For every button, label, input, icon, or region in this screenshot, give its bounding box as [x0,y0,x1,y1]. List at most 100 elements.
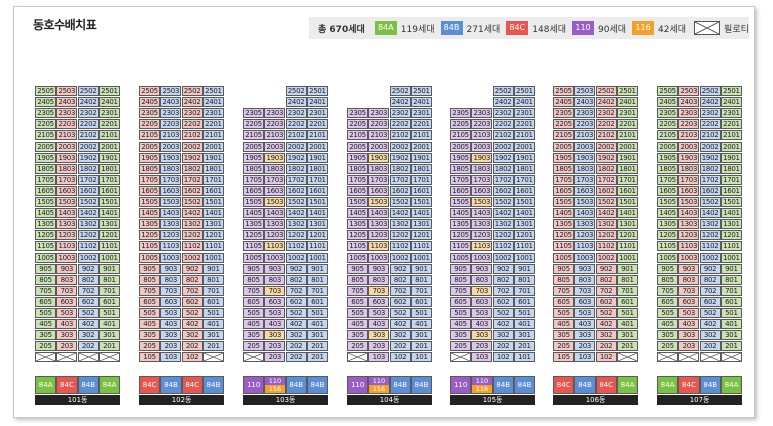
unit-cell[interactable]: 1903 [160,152,182,163]
unit-cell[interactable]: 1803 [471,163,493,174]
unit-cell[interactable]: 303 [574,330,596,341]
unit-cell[interactable]: 1402 [181,208,203,219]
unit-cell[interactable]: 603 [264,296,286,307]
unit-cell[interactable]: 205 [450,341,471,352]
unit-cell[interactable]: 2501 [720,86,742,96]
unit-cell[interactable]: 1903 [56,152,78,163]
unit-cell[interactable]: 1703 [471,174,493,185]
unit-cell[interactable]: 2302 [181,108,203,119]
unit-cell[interactable]: 1605 [35,185,56,196]
unit-cell[interactable]: 1801 [98,163,120,174]
unit-cell[interactable]: 2402 [492,97,514,108]
unit-cell[interactable]: 305 [450,330,471,341]
unit-cell[interactable]: 2003 [368,141,390,152]
unit-cell[interactable]: 1401 [98,208,120,219]
unit-cell[interactable]: 2202 [595,119,617,130]
unit-cell[interactable]: 801 [410,274,432,285]
unit-cell[interactable]: 2503 [56,86,78,96]
unit-cell[interactable]: 1303 [368,219,390,230]
unit-cell[interactable]: 701 [410,285,432,296]
unit-cell[interactable]: 1002 [492,252,514,263]
unit-cell[interactable]: 1603 [678,185,700,196]
unit-cell[interactable]: 502 [77,308,99,318]
unit-cell[interactable]: 2205 [553,119,574,130]
unit-cell[interactable]: 1701 [306,174,328,185]
unit-cell[interactable]: 1802 [77,163,99,174]
unit-cell[interactable]: 2202 [181,119,203,130]
unit-cell[interactable]: 1901 [410,152,432,163]
unit-cell[interactable]: 1305 [139,219,160,230]
unit-cell[interactable]: 1801 [513,163,535,174]
unit-cell[interactable]: 305 [657,330,678,341]
unit-cell[interactable]: 1301 [98,219,120,230]
unit-cell[interactable]: 1602 [181,185,203,196]
unit-cell[interactable]: 802 [181,274,203,285]
unit-cell[interactable]: 1802 [389,163,411,174]
unit-cell[interactable]: 1505 [35,197,56,207]
unit-cell[interactable]: 402 [77,319,99,330]
unit-cell[interactable]: 903 [368,263,390,274]
unit-cell[interactable]: 1301 [616,219,638,230]
unit-cell[interactable]: 1505 [450,197,471,207]
unit-cell[interactable]: 1102 [389,241,411,252]
unit-cell[interactable]: 203 [678,341,700,352]
unit-cell[interactable]: 1502 [285,197,307,207]
unit-cell[interactable]: 1003 [368,252,390,263]
unit-cell[interactable]: 1101 [720,241,742,252]
unit-cell[interactable]: 2002 [77,141,99,152]
unit-cell[interactable]: 2502 [699,86,721,96]
unit-cell[interactable]: 402 [181,319,203,330]
unit-cell[interactable]: 705 [347,285,368,296]
unit-cell[interactable]: 103 [368,352,390,363]
unit-cell[interactable]: 2201 [616,119,638,130]
unit-cell[interactable]: 2205 [243,119,264,130]
unit-cell[interactable]: 1001 [306,252,328,263]
unit-cell[interactable]: 2203 [264,119,286,130]
unit-cell[interactable]: 1203 [368,230,390,241]
unit-cell[interactable]: 2203 [678,119,700,130]
unit-cell[interactable]: 1901 [306,152,328,163]
unit-cell[interactable]: 301 [616,330,638,341]
unit-cell[interactable]: 1203 [160,230,182,241]
unit-cell[interactable]: 2203 [368,119,390,130]
unit-cell[interactable]: 1803 [160,163,182,174]
unit-cell[interactable]: 902 [77,263,99,274]
unit-cell[interactable]: 1005 [35,252,56,263]
unit-cell[interactable]: 1002 [699,252,721,263]
unit-cell[interactable]: 2403 [678,97,700,108]
unit-cell[interactable]: 102 [181,352,203,363]
unit-cell[interactable]: 102 [389,352,411,363]
unit-cell[interactable]: 905 [450,263,471,274]
unit-cell[interactable]: 202 [285,341,307,352]
unit-cell[interactable]: 1005 [553,252,574,263]
unit-cell[interactable]: 1702 [595,174,617,185]
unit-cell[interactable]: 1902 [595,152,617,163]
unit-cell[interactable]: 203 [264,341,286,352]
unit-cell[interactable]: 2203 [574,119,596,130]
unit-cell[interactable]: 2205 [450,119,471,130]
unit-cell[interactable]: 2305 [35,108,56,119]
unit-cell[interactable]: 1801 [616,163,638,174]
unit-cell[interactable]: 2002 [595,141,617,152]
unit-cell[interactable]: 1802 [492,163,514,174]
unit-cell[interactable]: 2202 [389,119,411,130]
unit-cell[interactable]: 2301 [513,108,535,119]
unit-cell[interactable]: 1003 [56,252,78,263]
unit-cell[interactable]: 303 [368,330,390,341]
unit-cell[interactable]: 1405 [243,208,264,219]
unit-cell[interactable]: 1403 [574,208,596,219]
unit-cell[interactable]: 1203 [56,230,78,241]
unit-cell[interactable]: 501 [306,308,328,318]
unit-cell[interactable]: 1505 [657,197,678,207]
unit-cell[interactable]: 1005 [657,252,678,263]
unit-cell[interactable]: 1901 [202,152,224,163]
unit-cell[interactable]: 2203 [160,119,182,130]
unit-cell[interactable]: 1101 [410,241,432,252]
unit-cell[interactable]: 203 [56,341,78,352]
unit-cell[interactable]: 602 [595,296,617,307]
unit-cell[interactable]: 1305 [243,219,264,230]
unit-cell[interactable]: 1302 [285,219,307,230]
unit-cell[interactable]: 2505 [35,86,56,96]
unit-cell[interactable]: 401 [513,319,535,330]
unit-cell[interactable]: 1703 [160,174,182,185]
